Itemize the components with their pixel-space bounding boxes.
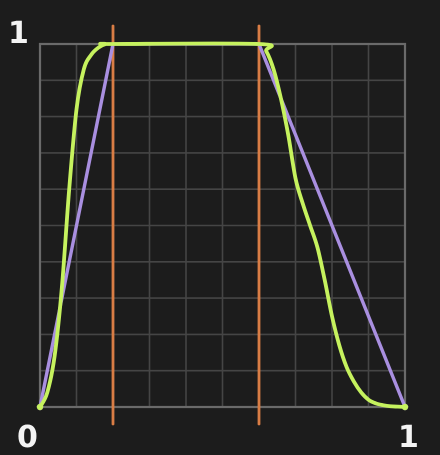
tick-labels: 0 1 1: [8, 16, 419, 455]
series-endpoint: [401, 403, 409, 411]
x-tick-label-0: 0: [17, 420, 38, 455]
x-tick-label-1: 1: [398, 420, 419, 455]
chart-grid: [40, 44, 405, 407]
vertical-markers: [111, 24, 261, 426]
series-layer: [36, 41, 409, 411]
smooth-series-line: [38, 41, 407, 409]
y-tick-label-1: 1: [8, 16, 29, 51]
series-endpoint: [36, 403, 44, 411]
